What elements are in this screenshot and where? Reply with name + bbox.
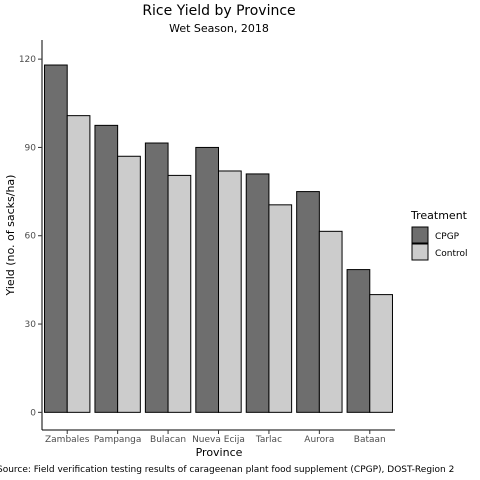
bar-cpgp-zambales — [44, 64, 68, 413]
y-tick-label: 120 — [19, 55, 36, 65]
bar-control-tarlac — [268, 204, 293, 413]
chart-subtitle: Wet Season, 2018 — [169, 22, 269, 35]
bar-control-nueva-ecija — [218, 170, 242, 413]
legend-swatch-control — [411, 243, 429, 261]
plot-area — [44, 64, 393, 413]
x-tick-label: Zambales — [45, 435, 90, 445]
bar-control-bulacan — [167, 174, 192, 413]
y-tick-label: 30 — [25, 320, 37, 330]
chart-title: Rice Yield by Province — [142, 3, 295, 19]
y-axis-title: Yield (no. of sacks/ha) — [4, 175, 17, 297]
legend-label-cpgp: CPGP — [435, 232, 460, 242]
y-tick-label: 90 — [25, 143, 37, 153]
legend-swatch-cpgp — [411, 226, 429, 244]
x-axis-title: Province — [196, 446, 243, 459]
legend-title: Treatment — [410, 209, 468, 222]
x-tick-label: Pampanga — [94, 435, 141, 445]
bar-control-aurora — [318, 230, 343, 413]
bar-control-zambales — [66, 115, 91, 413]
x-tick-label: Nueva Ecija — [192, 435, 245, 445]
x-axis-ticks: Zambales Pampanga Bulacan Nueva Ecija Tarlac… — [45, 430, 386, 445]
chart-caption: Source: Field verification testing resul… — [0, 465, 454, 475]
legend: Treatment CPGP Control — [410, 209, 468, 261]
y-tick-label: 0 — [30, 408, 36, 418]
legend-label-control: Control — [435, 249, 468, 259]
bar-cpgp-aurora — [296, 191, 320, 413]
bar-cpgp-bulacan — [144, 142, 169, 413]
bar-control-bataan — [369, 294, 393, 413]
x-tick-label: Aurora — [304, 435, 334, 445]
x-tick-label: Bataan — [354, 435, 386, 445]
x-tick-label: Tarlac — [255, 435, 282, 445]
bar-cpgp-bataan — [346, 269, 371, 413]
bar-cpgp-tarlac — [245, 173, 270, 413]
y-axis-ticks: 0 30 60 90 120 — [19, 55, 42, 418]
bar-control-pampanga — [117, 155, 141, 413]
y-tick-label: 60 — [25, 232, 37, 242]
bar-cpgp-pampanga — [94, 124, 119, 413]
bar-cpgp-nueva-ecija — [195, 146, 220, 413]
x-tick-label: Bulacan — [150, 435, 186, 445]
